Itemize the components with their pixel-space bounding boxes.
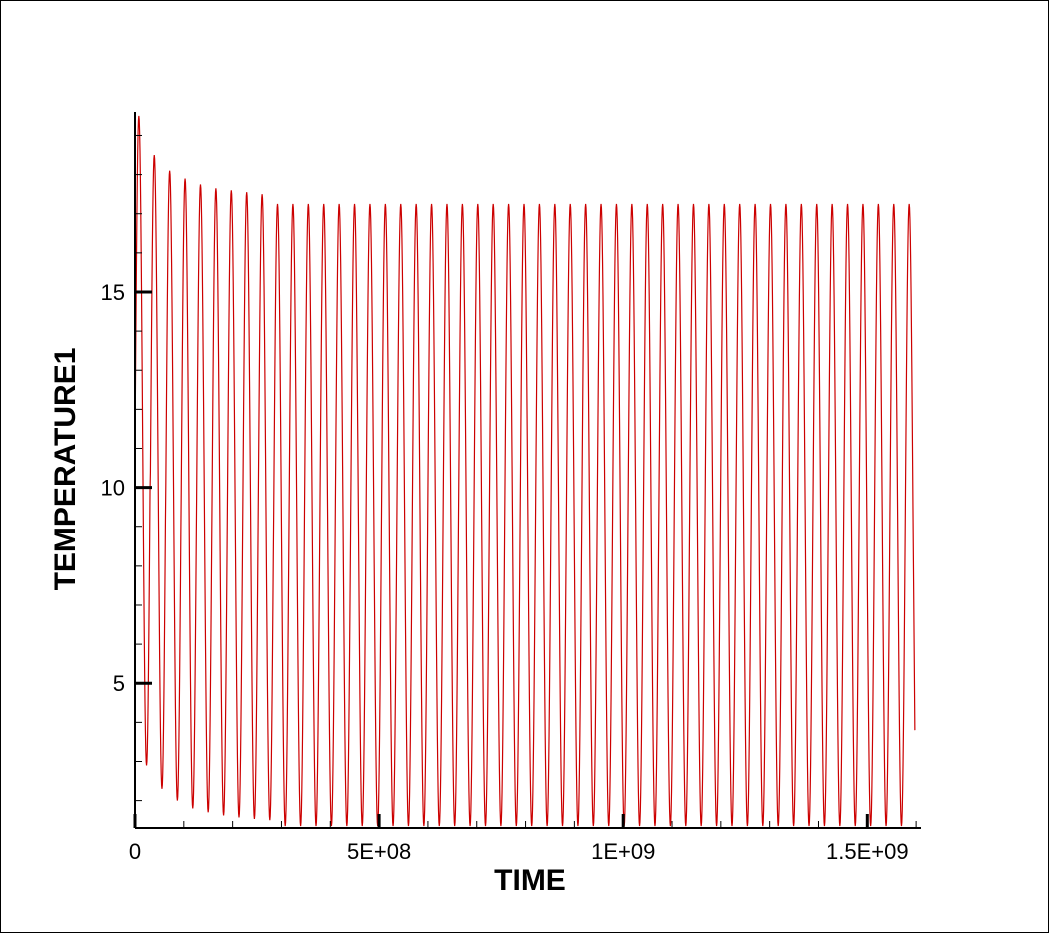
ticks-layer	[133, 134, 917, 828]
tick-labels-layer: 0 5E+08 1E+09 1.5E+09 5 10 15	[101, 280, 909, 864]
x-tick-label: 0	[129, 839, 141, 864]
y-tick-label: 10	[101, 476, 125, 501]
y-tick-label: 15	[101, 280, 125, 305]
x-axis-title: TIME	[494, 864, 566, 897]
series-layer	[134, 115, 916, 827]
x-tick-label: 1.5E+09	[826, 839, 909, 864]
axes-layer	[134, 112, 921, 829]
series-line-1	[134, 115, 916, 827]
x-tick-label: 5E+08	[347, 839, 411, 864]
y-axis-title: TEMPERATURE1	[49, 348, 82, 591]
x-tick-label: 1E+09	[591, 839, 655, 864]
y-tick-label: 5	[113, 671, 125, 696]
